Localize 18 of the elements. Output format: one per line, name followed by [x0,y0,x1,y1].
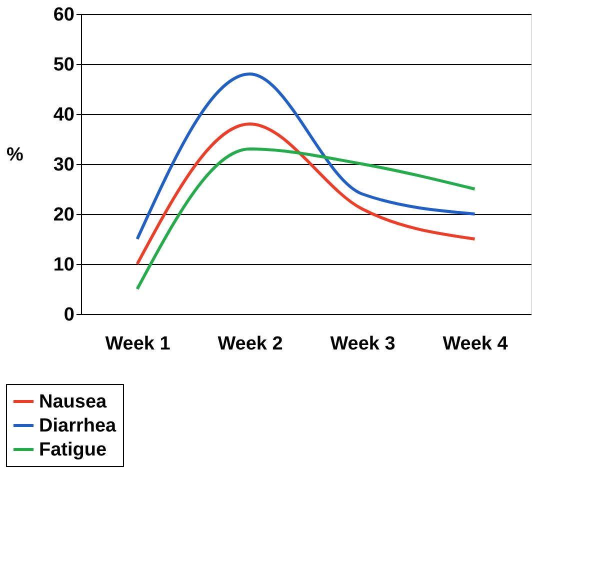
x-tick-label: Week 1 [105,334,171,354]
y-tick-label: 60 [53,4,74,26]
y-tick-label: 20 [53,204,74,226]
x-tick-label: Week 2 [218,334,283,354]
y-tick-label: 10 [53,254,74,276]
y-tick-label: 0 [64,304,74,326]
line-series [136,122,476,266]
y-tick-label: 30 [53,154,74,176]
legend-label: Nausea [39,392,108,412]
x-tick-label: Week 4 [442,334,508,354]
y-tick-label: 50 [53,54,74,76]
y-tick-label: 40 [53,104,74,126]
line-series [136,148,476,290]
legend-label: Fatigue [39,440,107,460]
legend-label: Diarrhea [39,416,117,436]
y-axis-title: % [6,144,24,166]
x-tick-label: Week 3 [330,334,396,354]
line-series [136,72,476,240]
